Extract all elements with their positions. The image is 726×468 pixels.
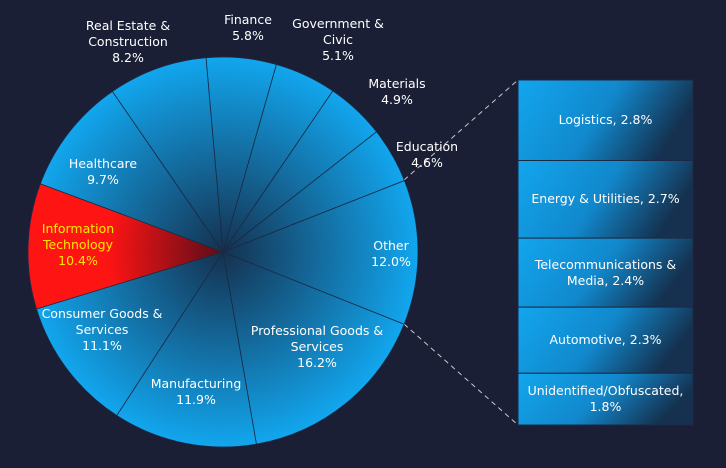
slice-name: Professional Goods & Services xyxy=(250,323,384,354)
bar-label: Energy & Utilities2.7% xyxy=(520,191,692,207)
slice-value: 4.9% xyxy=(381,92,413,107)
bar-name: Automotive xyxy=(549,332,629,347)
slice-label: Government & Civic 5.1% xyxy=(286,16,391,64)
bar-segment xyxy=(517,372,694,426)
pie-slice xyxy=(116,250,257,448)
pie-slice xyxy=(222,251,405,445)
bar-name: Unidentified/Obfuscated xyxy=(528,383,684,398)
bar-value: 2.4% xyxy=(612,272,645,288)
pie-slice xyxy=(27,183,225,310)
slice-label: Other 12.0% xyxy=(331,238,451,270)
slice-name: Other xyxy=(373,238,409,253)
slice-label: Education 4.6% xyxy=(367,139,487,171)
bar-label: Automotive2.3% xyxy=(520,332,692,348)
bar-label: Telecommunications & Media2.4% xyxy=(520,257,692,289)
slice-name: Materials xyxy=(368,76,426,91)
slice-value: 12.0% xyxy=(371,254,411,269)
slice-name: Finance xyxy=(224,12,272,27)
bar-name: Telecommunications & Media xyxy=(535,257,676,288)
slice-label: Professional Goods & Services 16.2% xyxy=(242,323,392,371)
bar-value: 1.8% xyxy=(589,399,622,415)
bar-segment xyxy=(517,79,694,161)
bar-label: Logistics2.8% xyxy=(520,112,692,128)
bar-label: Unidentified/Obfuscated1.8% xyxy=(520,383,692,415)
slice-value: 5.8% xyxy=(232,28,264,43)
slice-name: Real Estate & Construction xyxy=(85,18,171,49)
connector-line xyxy=(403,323,519,426)
slice-value: 11.1% xyxy=(82,338,122,353)
slice-name: Healthcare xyxy=(68,156,138,171)
slice-value: 9.7% xyxy=(87,172,119,187)
slice-label: Finance 5.8% xyxy=(188,12,308,44)
pie-slice xyxy=(39,90,225,253)
slice-name: Consumer Goods & Services xyxy=(41,306,163,337)
bar-name: Energy & Utilities xyxy=(531,191,647,206)
slice-value: 8.2% xyxy=(112,50,144,65)
slice-value: 5.1% xyxy=(322,48,354,63)
slice-label: Real Estate & Construction 8.2% xyxy=(76,18,181,66)
bar-segment xyxy=(517,160,694,239)
slice-label: Information Technology 10.4% xyxy=(31,221,126,269)
slice-name: Information Technology xyxy=(41,221,115,252)
slice-name: Manufacturing xyxy=(150,376,242,391)
bar-segment xyxy=(517,306,694,374)
pie-slice xyxy=(221,180,419,325)
bar-name: Logistics xyxy=(559,112,621,127)
bar-value: 2.7% xyxy=(647,191,680,207)
pie-slice xyxy=(111,57,224,254)
slice-value: 11.9% xyxy=(176,392,216,407)
slice-label: Consumer Goods & Services 11.1% xyxy=(35,306,170,354)
connector-line xyxy=(403,79,519,181)
bar-value: 2.8% xyxy=(620,112,653,128)
slice-label: Healthcare 9.7% xyxy=(43,156,163,188)
slice-value: 16.2% xyxy=(297,355,337,370)
pie-slice xyxy=(36,251,224,417)
bar-value: 2.3% xyxy=(629,332,662,348)
slice-label: Manufacturing 11.9% xyxy=(126,376,266,408)
slice-value: 10.4% xyxy=(58,253,98,268)
slice-label: Materials 4.9% xyxy=(337,76,457,108)
slice-name: Education xyxy=(395,139,459,154)
bar-segment xyxy=(517,237,694,308)
slice-value: 4.6% xyxy=(411,155,443,170)
slice-name: Government & Civic xyxy=(292,16,384,47)
